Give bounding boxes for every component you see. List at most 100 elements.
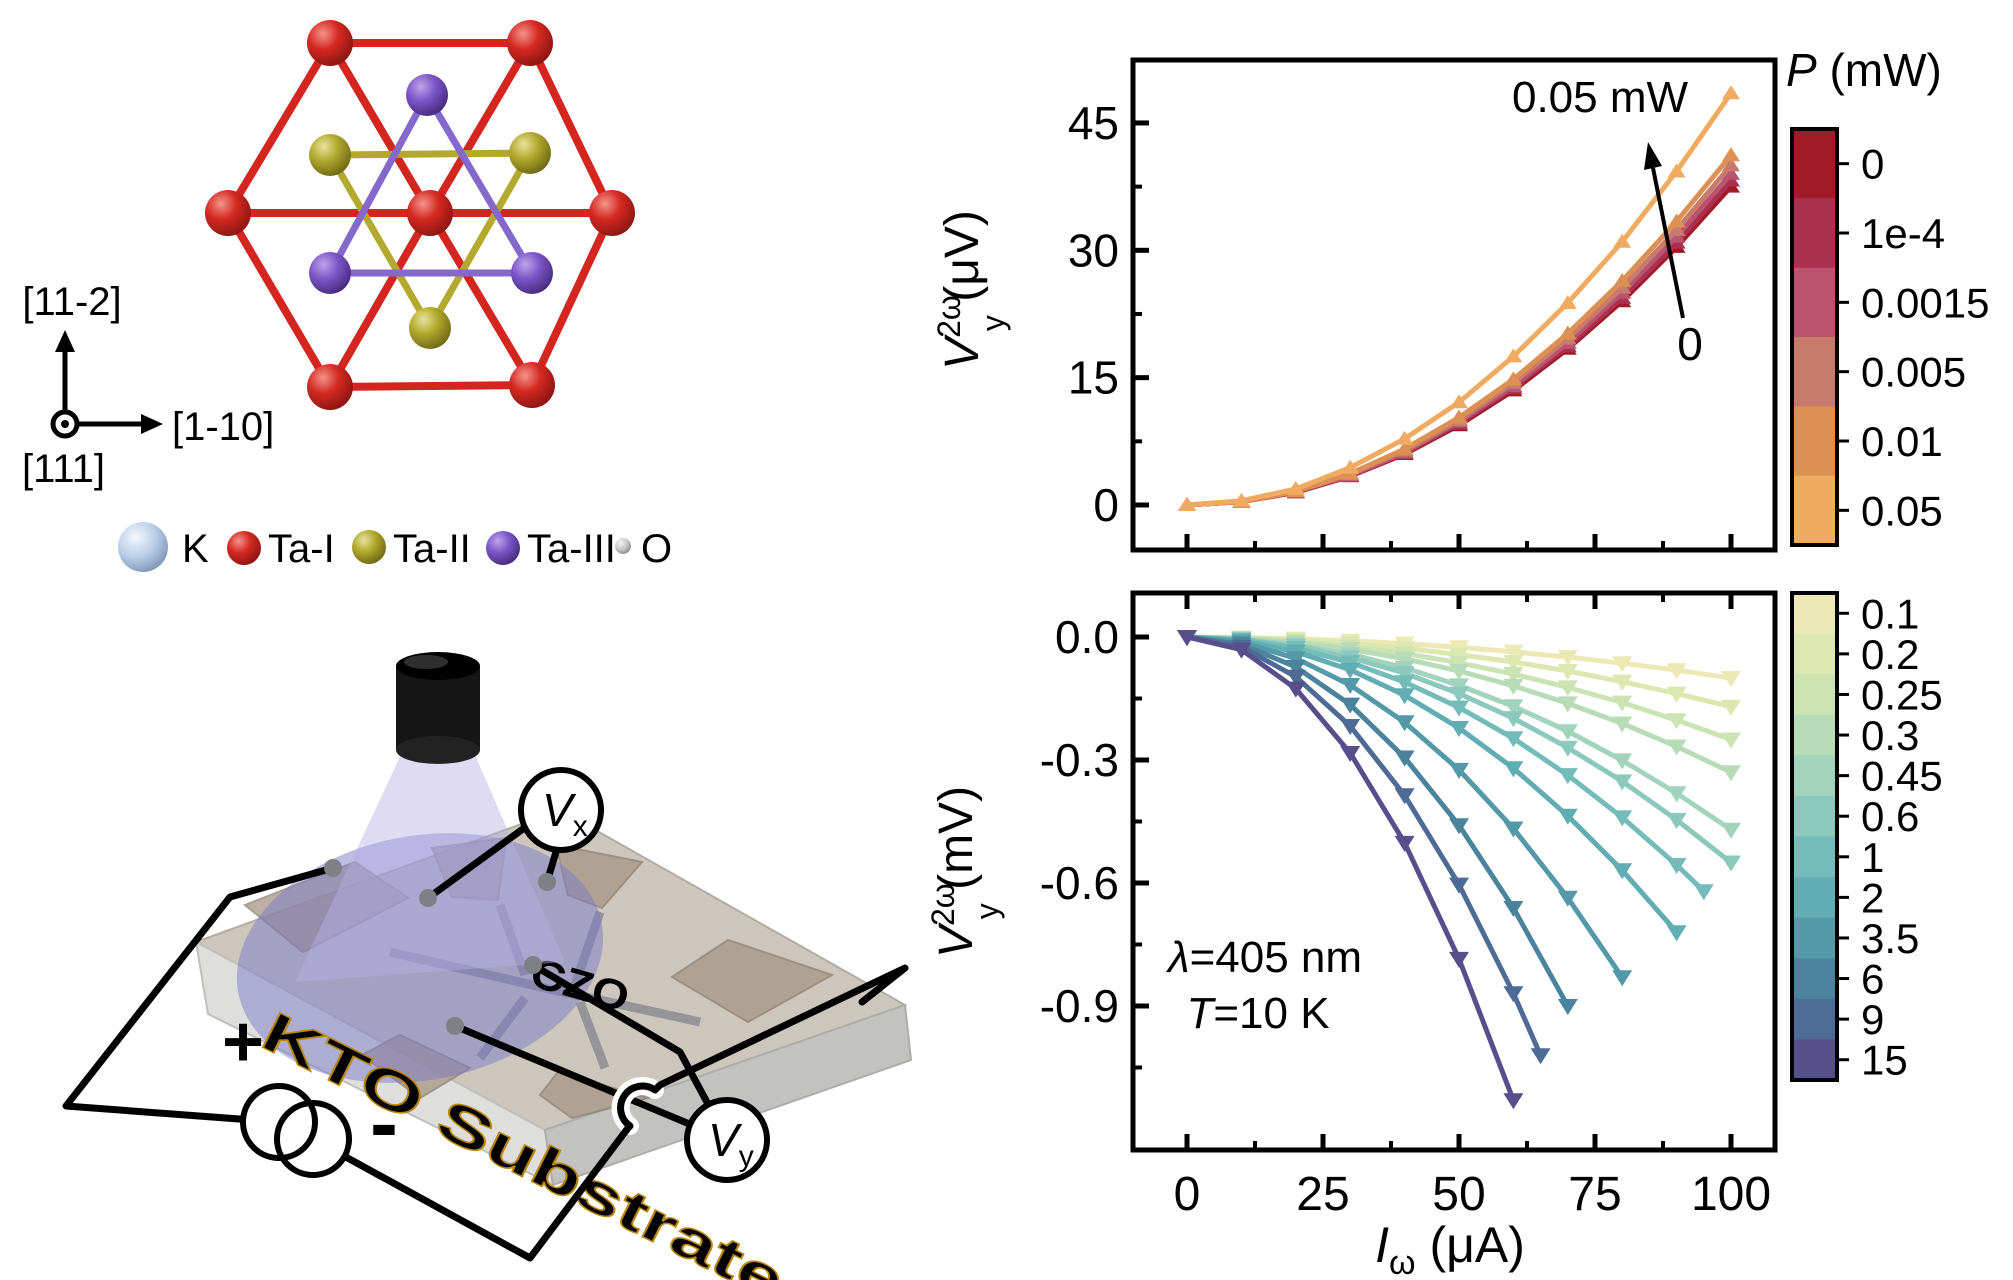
- series-marker: [1722, 147, 1740, 162]
- ta3-bonds: [324, 87, 539, 277]
- series-marker: [1504, 371, 1523, 386]
- colorbar-segment: [1792, 337, 1837, 407]
- colorbar-label: 0.05: [1861, 487, 1943, 534]
- series-marker: [1395, 440, 1414, 455]
- top-chart: 0 15 30 45 0 1e-4 0.0015 0.005 0.01 0.05: [1068, 57, 1989, 553]
- series-marker: [1285, 669, 1306, 686]
- colorbar: 0 1e-4 0.0015 0.005 0.01 0.05: [1790, 127, 1989, 547]
- series-marker: [1394, 675, 1415, 692]
- vy-wire-b: [529, 961, 713, 1110]
- y-tick-label: 0.0: [1055, 611, 1119, 663]
- series-marker: [1394, 788, 1415, 805]
- series-marker: [1503, 901, 1524, 918]
- y-tick-label: 30: [1068, 224, 1119, 276]
- series-marker: [1503, 986, 1524, 1003]
- series-marker: [1666, 925, 1687, 942]
- colorbar-segment: [1792, 674, 1837, 716]
- colorbar-label: 0.005: [1861, 349, 1966, 396]
- series-marker: [1666, 812, 1687, 829]
- series-marker: [1693, 884, 1714, 901]
- series-marker: [1530, 1048, 1551, 1065]
- colorbar-segment: [1792, 198, 1837, 269]
- colorbar-label: 0.25: [1861, 671, 1943, 718]
- crystal-structure-diagram: [11-2] [1-10] [111] K Ta-I Ta-II Ta-III …: [22, 20, 672, 572]
- series-marker: [1612, 810, 1633, 827]
- series-marker: [1557, 890, 1578, 907]
- y-tick-label: -0.9: [1040, 980, 1119, 1032]
- y-tick-label: -0.6: [1040, 857, 1119, 909]
- colorbar-segment: [1792, 406, 1837, 477]
- series-marker: [1449, 686, 1469, 703]
- colorbar-label: 0: [1861, 141, 1884, 188]
- circuit-wires: [62, 822, 909, 1262]
- series-marker: [1232, 492, 1251, 507]
- y-tick-label: 0: [1093, 479, 1119, 531]
- series-marker: [1503, 678, 1524, 695]
- colorbar-label: 0.1: [1861, 590, 1919, 637]
- series-marker: [1722, 157, 1740, 172]
- series-marker: [1503, 731, 1524, 748]
- series-marker: [1721, 732, 1741, 749]
- x-tick-label: 25: [1296, 1168, 1349, 1221]
- x-tick-label: 75: [1568, 1168, 1621, 1221]
- series-marker: [1557, 664, 1578, 681]
- series-marker: [1503, 644, 1524, 661]
- legend-ta1-sphere: [227, 531, 261, 565]
- bottom-chart: 0.0-0.3-0.6-0.90 25 50 75 1000.10.20.250.30.…: [1040, 590, 1943, 1221]
- series-marker: [1285, 651, 1306, 668]
- colorbar-segment: [1792, 475, 1837, 546]
- colorbar-label: 15: [1861, 1037, 1908, 1084]
- ta2-atoms: [309, 132, 551, 349]
- series-marker: [1612, 863, 1633, 880]
- series-marker: [1721, 699, 1741, 716]
- series-group: [1178, 85, 1740, 511]
- plot-frame: [1130, 57, 1778, 553]
- colorbar-label: 1e-4: [1861, 210, 1945, 257]
- annotation-arrow: [1644, 142, 1685, 319]
- annotation-power-zero: 0: [1677, 318, 1703, 370]
- atom-legend: K Ta-I Ta-II Ta-III O: [118, 522, 672, 572]
- ta1-atoms: [205, 20, 635, 410]
- series-marker: [1449, 721, 1469, 738]
- colorbar-label: 0.3: [1861, 712, 1919, 759]
- x-tick-label: 0: [1174, 1168, 1201, 1221]
- series-marker: [1612, 674, 1633, 691]
- y-tick-label: 15: [1068, 352, 1119, 404]
- series-marker: [1450, 409, 1468, 424]
- current-source: [240, 1083, 352, 1178]
- series-marker: [1394, 715, 1415, 732]
- series-marker: [1666, 686, 1687, 703]
- series-marker: [1449, 700, 1469, 717]
- legend-k-sphere: [118, 522, 168, 572]
- colorbar-segment: [1792, 998, 1837, 1040]
- series-marker: [1612, 970, 1633, 987]
- colorbar-segment: [1792, 593, 1837, 635]
- current-loop-wire: [62, 864, 909, 1262]
- svg-text:Vx: Vx: [542, 784, 588, 843]
- colorbar-label: 2: [1861, 874, 1884, 921]
- axis-right-label: [1-10]: [172, 405, 274, 449]
- charts-panel: 0 15 30 45 0 1e-4 0.0015 0.005 0.01 0.05 0.0 -0.3 -…: [925, 44, 1989, 1280]
- series-marker: [1340, 718, 1361, 735]
- series-marker: [1558, 294, 1577, 309]
- annotation-wavelength: λ=405 nm: [1166, 933, 1362, 982]
- series-marker: [1557, 999, 1578, 1015]
- colorbar-label: 0.01: [1861, 418, 1943, 465]
- series-marker: [1557, 768, 1578, 785]
- colorbar-title: P (mW): [1786, 44, 1942, 96]
- series-line: [1186, 163, 1733, 508]
- colorbar-segment: [1792, 958, 1837, 1000]
- axis-up-label: [11-2]: [22, 280, 121, 324]
- y-tick-label: 45: [1068, 97, 1119, 149]
- series-group: [1177, 630, 1741, 1110]
- series-marker: [1394, 835, 1415, 852]
- series-marker: [1450, 394, 1468, 409]
- series-marker: [1449, 877, 1469, 894]
- series-marker: [1340, 662, 1361, 679]
- series-marker: [1613, 233, 1632, 248]
- colorbar-label: 3.5: [1861, 915, 1919, 962]
- colorbar-segment: [1792, 633, 1837, 675]
- series-marker: [1666, 663, 1687, 680]
- colorbar-frame: [1790, 591, 1839, 1082]
